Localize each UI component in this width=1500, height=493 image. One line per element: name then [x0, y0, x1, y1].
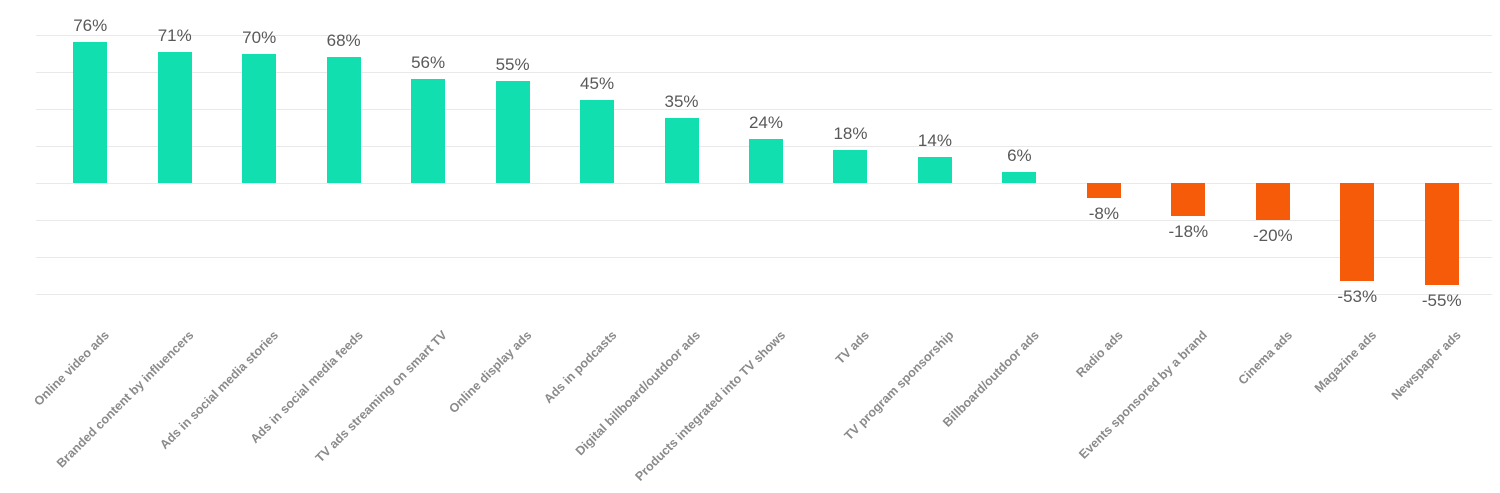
value-label: -20%	[1252, 226, 1293, 245]
value-label: 45%	[580, 73, 615, 93]
positive-bar	[242, 53, 277, 183]
positive-bar	[580, 99, 615, 183]
chart-column: 6% Billboard/outdoor ads	[940, 0, 1061, 493]
chart-column: 45% Ads in podcasts	[541, 0, 639, 493]
value-label: 55%	[495, 55, 530, 75]
chart-column: -53% Magazine ads	[1311, 0, 1399, 493]
negative-bar	[1086, 183, 1121, 198]
positive-bar	[157, 51, 192, 183]
category-label: Radio ads	[1073, 328, 1126, 381]
chart-column: 14% TV program sponsorship	[842, 0, 977, 493]
category-label: Online video ads	[31, 328, 113, 409]
value-label: 14%	[917, 131, 952, 151]
value-label: 35%	[664, 92, 699, 112]
positive-bar	[833, 149, 868, 183]
chart-column: 76% Online video ads	[32, 0, 132, 493]
chart-column: 68% Ads in social media feeds	[248, 0, 385, 493]
chart-column: -8% Radio ads	[1062, 0, 1146, 493]
positive-bar	[326, 57, 361, 183]
value-label: -18%	[1168, 222, 1209, 242]
chart-column: -55% Newspaper ads	[1389, 0, 1484, 493]
chart-column: 56% TV ads streaming on smart TV	[313, 0, 470, 493]
value-label: -53%	[1337, 287, 1378, 307]
value-label: 76%	[73, 16, 108, 36]
value-label: 71%	[157, 25, 192, 45]
value-label: 6%	[1007, 145, 1032, 165]
chart-column: 55% Online display ads	[446, 0, 554, 493]
value-label: -55%	[1421, 290, 1462, 310]
category-label: TV ads	[833, 328, 873, 367]
chart-column: -20% Cinema ads	[1231, 0, 1315, 493]
chart-column: 35% Digital billboard/outdoor ads	[573, 0, 723, 493]
positive-bar	[748, 138, 783, 183]
chart-column: 18% TV ads	[808, 0, 892, 493]
category-label: Magazine ads	[1311, 328, 1380, 396]
positive-bar	[495, 81, 530, 183]
value-label: 68%	[326, 31, 361, 51]
chart-column: 24% Products integrated into TV shows	[632, 0, 808, 493]
value-label: 70%	[242, 27, 277, 47]
category-label: Newspaper ads	[1388, 328, 1464, 403]
chart-column: 70% Ads in social media stories	[157, 0, 301, 493]
positive-bar	[1002, 171, 1037, 183]
value-label: 56%	[411, 53, 446, 73]
chart-column: 71% Branded content by influencers	[54, 0, 216, 493]
negative-bar	[1340, 183, 1375, 282]
negative-bar	[1255, 183, 1290, 220]
positive-bar	[73, 42, 108, 183]
value-label: 18%	[833, 123, 868, 143]
chart-column: -18% Events sponsored by a brand	[1077, 0, 1230, 493]
positive-bar	[411, 79, 446, 183]
negative-bar	[1171, 183, 1206, 217]
value-label: -8%	[1088, 203, 1119, 223]
value-label: 24%	[748, 112, 783, 132]
negative-bar	[1424, 183, 1459, 285]
positive-bar	[664, 118, 699, 183]
chart-columns: 76% Online video ads 71% Branded content by…	[32, 0, 1484, 493]
category-label: Cinema ads	[1235, 328, 1295, 388]
positive-bar	[917, 157, 952, 183]
